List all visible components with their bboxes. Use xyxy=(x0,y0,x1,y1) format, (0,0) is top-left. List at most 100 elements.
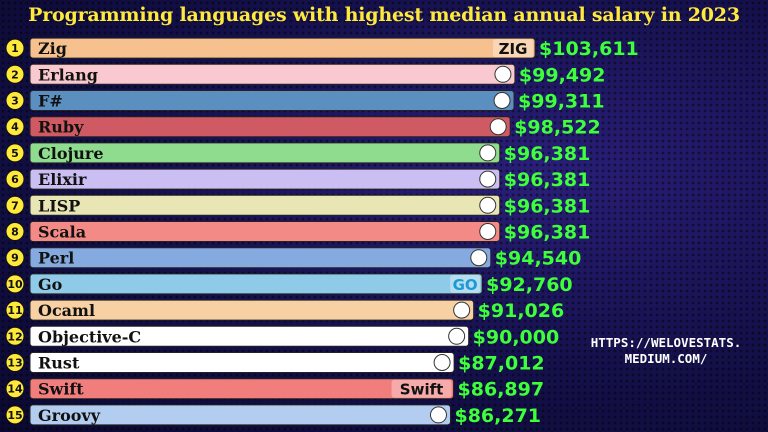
value-label: $99,311 xyxy=(518,91,605,113)
rank-badge xyxy=(5,379,25,399)
value-label: $103,611 xyxy=(539,38,639,60)
value-label: $96,381 xyxy=(504,222,591,244)
bar xyxy=(29,404,451,426)
language-logo-icon: GO xyxy=(450,274,481,294)
bar-label: Groovy xyxy=(38,406,101,425)
rank-badge xyxy=(5,353,25,372)
rank-number: 15 xyxy=(7,409,22,422)
svg-text:Swift: Swift xyxy=(400,381,444,399)
bar-row-1: 1 Zig ZIG $103,611 xyxy=(5,37,639,60)
bar-label: Zig xyxy=(38,39,67,58)
bar xyxy=(29,63,516,85)
language-logo-icon xyxy=(453,301,471,319)
value-label: $91,026 xyxy=(478,300,565,322)
watermark-url: HTTPS://WELOVESTATS. MEDIUM.COM/ xyxy=(590,335,742,366)
bar xyxy=(29,142,501,164)
rank-badge xyxy=(5,274,25,294)
bar xyxy=(29,116,511,138)
bar-label: Clojure xyxy=(38,144,104,163)
chart-title: Programming languages with highest media… xyxy=(28,4,740,26)
bar xyxy=(29,352,455,373)
rank-badge xyxy=(5,38,25,58)
rank-badge xyxy=(5,222,25,241)
language-logo-icon xyxy=(494,65,512,83)
rank-number: 5 xyxy=(11,147,19,160)
bar-label: Objective-C xyxy=(38,327,141,346)
language-logo-icon xyxy=(479,144,497,162)
value-label: $86,271 xyxy=(454,405,541,427)
bar xyxy=(29,378,455,400)
bar-label: Perl xyxy=(38,249,74,268)
language-logo-icon xyxy=(493,92,511,109)
language-logo-icon xyxy=(479,223,497,240)
rank-badge xyxy=(5,117,25,137)
bar xyxy=(29,90,515,111)
language-logo-icon xyxy=(433,354,451,371)
language-logo-icon xyxy=(479,170,497,188)
bar-label: Ocaml xyxy=(38,301,95,320)
value-label: $86,897 xyxy=(458,379,545,401)
bar-row-10: 10 Go GO $92,760 xyxy=(5,273,573,296)
language-logo-icon xyxy=(429,406,447,424)
rank-badge xyxy=(5,64,25,84)
value-label: $92,760 xyxy=(486,274,573,296)
rank-number: 2 xyxy=(11,68,19,81)
bar-label: F# xyxy=(38,92,63,111)
language-logo-icon xyxy=(479,196,497,214)
bar xyxy=(29,221,501,242)
rank-badge xyxy=(5,169,25,189)
bar xyxy=(29,299,475,321)
language-logo-icon: ZIG xyxy=(493,39,533,58)
value-label: $94,540 xyxy=(495,248,582,270)
rank-number: 6 xyxy=(11,173,19,186)
bar-label: Rust xyxy=(38,354,80,373)
bar-row-13: 13 Rust $87,012 xyxy=(5,352,545,375)
bar-row-15: 15 Groovy $86,271 xyxy=(5,404,541,427)
bar-label: Ruby xyxy=(38,118,84,137)
svg-text:ZIG: ZIG xyxy=(499,40,528,58)
value-label: $96,381 xyxy=(504,169,591,191)
rank-number: 1 xyxy=(11,42,19,55)
bar-row-4: 4 Ruby $98,522 xyxy=(5,116,601,139)
rank-badge xyxy=(5,405,25,425)
rank-badge xyxy=(5,326,25,346)
bar-label: Elixir xyxy=(38,170,87,189)
bar-row-8: 8 Scala $96,381 xyxy=(5,221,591,244)
bar-row-6: 6 Elixir $96,381 xyxy=(5,168,591,191)
bar-row-12: 12 Objective-C $90,000 xyxy=(5,325,560,348)
rank-number: 10 xyxy=(7,278,23,291)
bar-label: Erlang xyxy=(38,65,98,84)
language-logo-icon xyxy=(470,249,488,267)
bar-row-14: 14 Swift Swift $86,897 xyxy=(5,378,545,401)
bar-label: Go xyxy=(38,275,63,294)
rank-number: 9 xyxy=(11,252,19,265)
rank-badge xyxy=(5,91,25,110)
rank-badge xyxy=(5,195,25,215)
rank-number: 8 xyxy=(11,226,19,239)
bar xyxy=(29,168,501,190)
bar-row-7: 7 LISP $96,381 xyxy=(5,194,591,217)
rank-badge xyxy=(5,143,25,163)
rank-number: 14 xyxy=(7,383,23,396)
bar-row-2: 2 Erlang $99,492 xyxy=(5,63,606,86)
bar xyxy=(29,194,501,216)
bar xyxy=(29,273,483,295)
bar-row-11: 11 Ocaml $91,026 xyxy=(5,299,565,322)
bar xyxy=(29,247,492,269)
bar xyxy=(29,37,536,59)
language-logo-icon xyxy=(448,327,466,345)
rank-number: 3 xyxy=(11,95,19,108)
bar-row-5: 5 Clojure $96,381 xyxy=(5,142,591,165)
value-label: $96,381 xyxy=(504,143,591,165)
bar-label: Swift xyxy=(38,380,84,399)
rank-badge xyxy=(5,300,25,320)
bar-row-3: 3 F# $99,311 xyxy=(5,90,605,113)
rank-number: 11 xyxy=(7,304,22,317)
value-label: $99,492 xyxy=(519,64,606,86)
rank-number: 7 xyxy=(11,199,19,212)
value-label: $90,000 xyxy=(473,326,560,348)
value-label: $96,381 xyxy=(504,195,591,217)
rank-badge xyxy=(5,248,25,268)
value-label: $87,012 xyxy=(458,353,545,375)
